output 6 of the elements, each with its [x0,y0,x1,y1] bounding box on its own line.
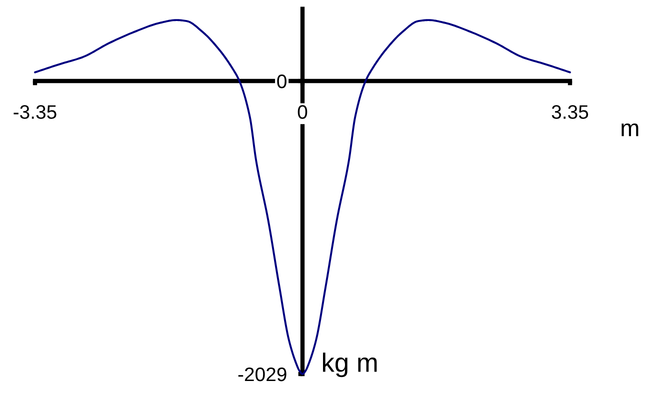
x-axis-title: m [622,123,638,136]
y-tick-label: -2029 [238,367,286,382]
x-tick-label: -3.35 [14,105,56,119]
y-axis-title: kg m [323,352,377,378]
x-tick-label: 0 [298,105,308,119]
x-tick-label: 3.35 [552,105,588,119]
